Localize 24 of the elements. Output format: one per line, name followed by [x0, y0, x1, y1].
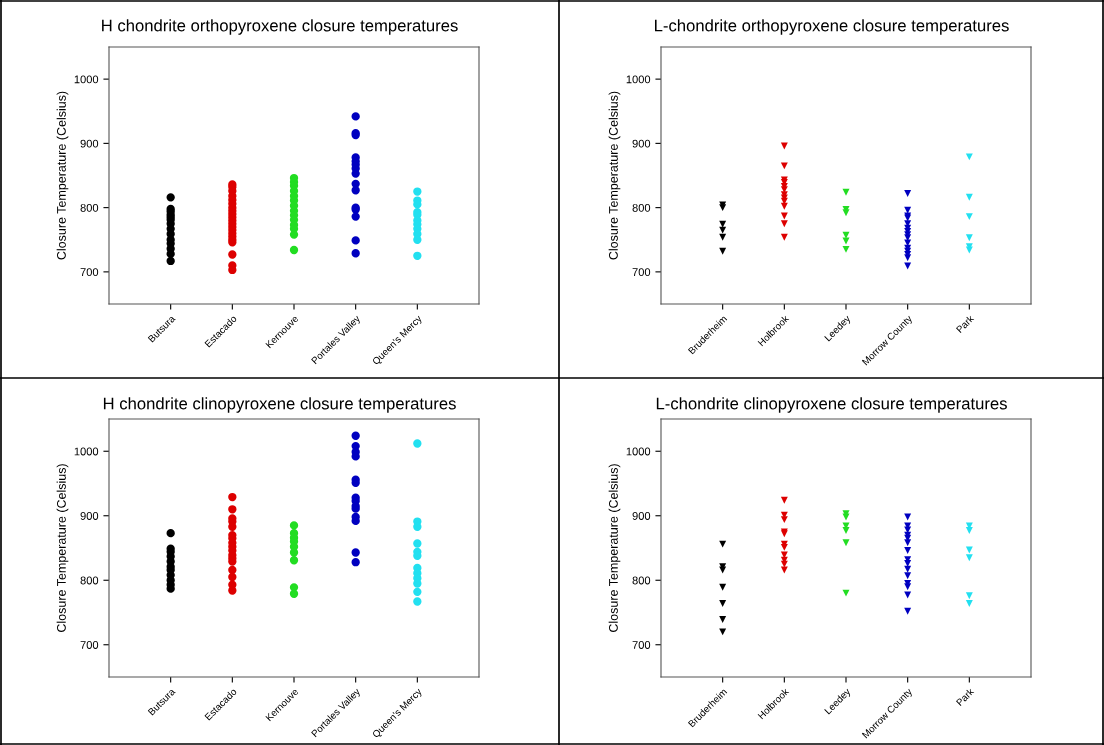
- y-tick-label: 700: [80, 641, 99, 649]
- y-tick-label: 800: [80, 576, 99, 585]
- y-tick-label: 800: [80, 203, 99, 212]
- y-tick-label: 1000: [74, 447, 99, 456]
- y-tick-label: 900: [80, 139, 99, 148]
- chart-title: L-chondrite orthopyroxene closure temperatures: [655, 19, 1009, 35]
- y-axis-title: Closure Temperature (Celsius): [56, 464, 69, 632]
- y-axis-title: Closure Temperature (Celsius): [608, 91, 621, 260]
- y-tick-label: 700: [80, 268, 99, 277]
- chart-title: L-chondrite clinopyroxene closure temperatures: [656, 397, 1007, 413]
- chart-title: H chondrite orthopyroxene closure temperatures: [102, 19, 458, 35]
- y-tick-label: 800: [632, 203, 651, 212]
- y-tick-label: 800: [632, 576, 651, 585]
- chart-title: H chondrite clinopyroxene closure temperatures: [103, 397, 456, 413]
- y-tick-label: 1000: [626, 75, 651, 84]
- y-tick-label: 700: [632, 268, 651, 277]
- y-tick-label: 700: [632, 641, 651, 649]
- y-tick-label: 1000: [74, 75, 99, 84]
- y-axis-title: Closure Temperature (Celsius): [608, 464, 621, 632]
- y-axis-title: Closure Temperature (Celsius): [56, 91, 69, 260]
- y-tick-label: 900: [80, 512, 99, 520]
- y-tick-label: 900: [632, 512, 651, 520]
- y-tick-label: 1000: [626, 447, 651, 456]
- y-tick-label: 900: [632, 139, 651, 148]
